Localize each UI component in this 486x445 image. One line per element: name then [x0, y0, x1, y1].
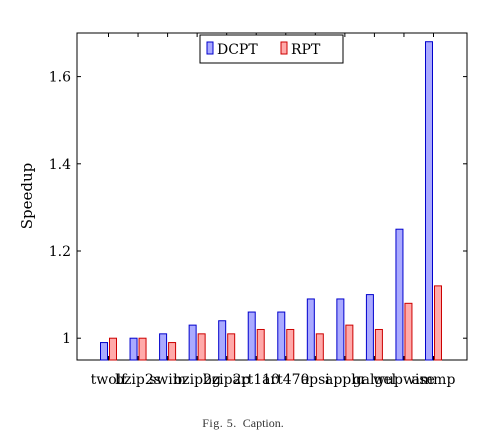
legend-label-rpt: RPT: [291, 42, 321, 58]
bar-rpt-bzip2g: [197, 333, 206, 361]
bar-dcpt-art110: [247, 311, 256, 361]
bar-rpt-galgel: [374, 328, 383, 361]
figure-label: Fig. 5.: [202, 416, 237, 430]
bar-dcpt-wupwise: [395, 228, 404, 361]
x-tick-label: art470: [262, 372, 309, 388]
bar-rpt-swim: [168, 342, 177, 361]
x-tick-label: apsi: [301, 372, 330, 388]
bar-rpt-applu: [345, 324, 354, 361]
bar-rpt-twolf: [109, 337, 117, 361]
bar-rpt-art110: [256, 328, 265, 361]
legend: DCPT RPT: [199, 34, 344, 64]
x-tick-label: bzip2p: [203, 372, 251, 388]
x-tick-label: bzip2g: [173, 372, 221, 388]
y-tick-label: 1.4: [49, 157, 71, 173]
y-axis: 1 1.2 1.4 1.6: [49, 70, 467, 347]
x-tick-label: swim: [149, 372, 186, 388]
x-tick-label: applu: [325, 372, 365, 388]
bar-dcpt-twolf: [100, 342, 108, 361]
legend-label-dcpt: DCPT: [217, 42, 258, 58]
bar-dcpt-bzip2p: [218, 320, 227, 361]
bar-rpt-ammp: [434, 285, 442, 361]
bar-dcpt-ammp: [425, 41, 433, 361]
y-tick-label: 1: [62, 331, 71, 347]
bar-dcpt-bzip2s: [129, 337, 138, 361]
bar-rpt-wupwise: [404, 302, 413, 361]
x-tick-label: galgel: [353, 372, 397, 388]
bars: [100, 41, 442, 361]
bar-dcpt-galgel: [365, 294, 374, 361]
x-tick-label: ammp: [412, 372, 456, 388]
bar-dcpt-bzip2g: [188, 324, 197, 361]
legend-swatch-rpt: [280, 41, 288, 55]
speedup-bar-chart: 11.21.41.6 twolfbzip2sswimbzip2gbzip2par…: [18, 32, 468, 388]
bar-rpt-apsi: [315, 333, 324, 361]
figure-caption: Fig. 5. Caption.: [0, 416, 486, 431]
y-tick-label: 1.6: [49, 70, 71, 86]
bar-rpt-art470: [286, 328, 295, 361]
y-tick-label: 1.2: [49, 244, 71, 260]
bar-dcpt-swim: [159, 333, 168, 361]
plot-area-frame: [76, 32, 468, 361]
legend-box: [199, 34, 344, 64]
caption-text: Caption.: [242, 416, 284, 430]
bar-dcpt-art470: [277, 311, 286, 361]
y-axis-title: Speedup: [18, 163, 36, 230]
bar-dcpt-applu: [336, 298, 345, 361]
x-tick-label: art110: [233, 372, 280, 388]
x-tick-label: twolf: [91, 372, 129, 388]
bar-dcpt-apsi: [306, 298, 315, 361]
x-tick-label: wupwise: [373, 372, 435, 388]
x-tick-label: bzip2s: [115, 372, 161, 388]
bar-rpt-bzip2s: [138, 337, 147, 361]
bar-rpt-bzip2p: [227, 333, 236, 361]
legend-swatch-dcpt: [206, 41, 214, 55]
x-axis: twolfbzip2sswimbzip2gbzip2part110art470a…: [91, 33, 456, 388]
